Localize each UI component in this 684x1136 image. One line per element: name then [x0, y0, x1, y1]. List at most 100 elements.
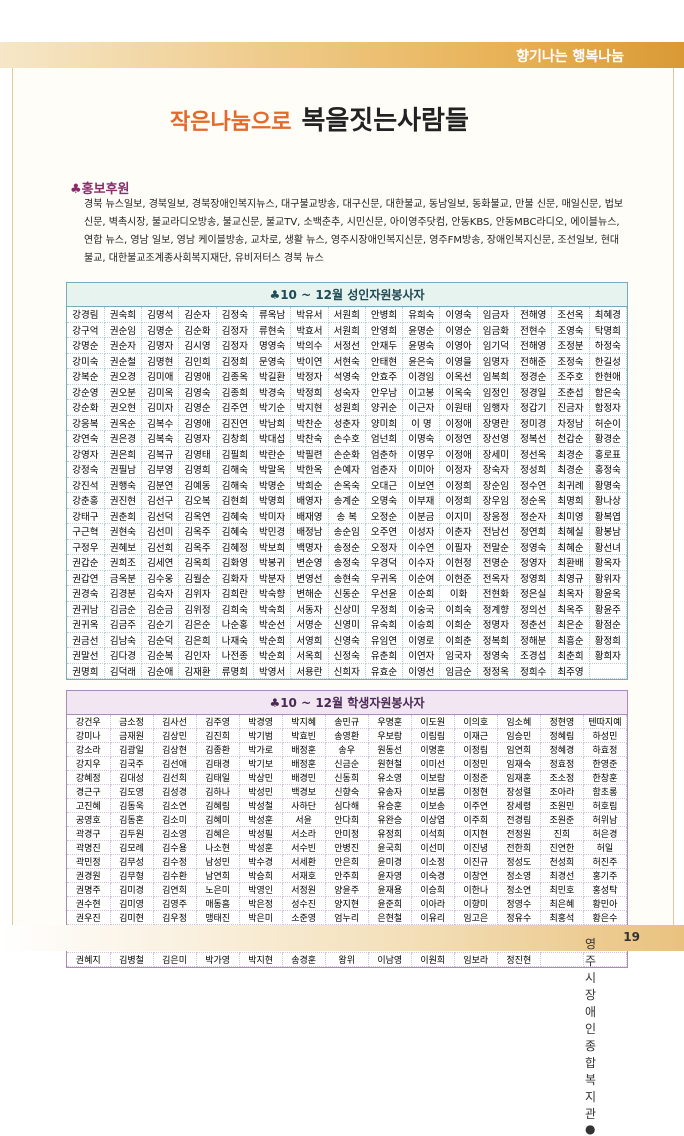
- name-cell: 함은숙: [589, 384, 628, 400]
- name-cell: 강지우: [67, 756, 111, 771]
- footer: 영주시장애인종합복지관 ● 19: [0, 925, 684, 1136]
- name-cell: 김정자: [216, 322, 254, 338]
- name-cell: 안재두: [365, 337, 404, 354]
- name-cell: 이영선: [402, 663, 441, 679]
- name-cell: 강명순: [67, 337, 105, 354]
- name-cell: 정영숙: [514, 539, 553, 555]
- name-cell: 권순철: [104, 353, 143, 369]
- name-cell: 박이연: [290, 353, 329, 369]
- name-cell: 김미자: [141, 399, 180, 416]
- name-cell: 이정희: [439, 477, 478, 493]
- name-cell: 최영규: [551, 570, 590, 586]
- name-cell: 이정희: [439, 492, 478, 509]
- name-cell: 류옥남: [253, 307, 292, 323]
- name-cell: 김복수: [141, 415, 180, 431]
- name-cell: 유소영: [368, 770, 412, 785]
- name-row: 공영호 김동혼 김소미 김혜미 박성훈 서윤 안다희 유완승 이상엽 이주희 전경림 조원준 허위남: [67, 812, 628, 827]
- name-cell: 임재훈: [497, 770, 541, 785]
- adult-table: 강경림 권숙희 김명석 김순자 김정숙 류옥남 박유서 서원희 안병희 유희숙 이영숙 임금자 전해영 조…: [67, 307, 628, 679]
- name-cell: 허순이: [589, 415, 628, 431]
- name-cell: 정성희: [514, 461, 553, 478]
- name-cell: 김위정: [178, 601, 217, 617]
- name-cell: 박수경: [239, 854, 283, 869]
- name-cell: 정갑기: [514, 399, 553, 416]
- name-cell: 정영자: [514, 554, 553, 571]
- name-cell: 안태현: [365, 353, 404, 369]
- name-cell: 신동희: [325, 770, 369, 785]
- name-row: 권수현 김미영 김영주 매동흠 박은정 성수진 양지현 윤준희 이아라 이향미 정영수 최은혜 황민아: [67, 896, 628, 911]
- name-cell: 김무성: [110, 854, 154, 869]
- name-row: 강진석 권행숙 김분연 김예동 김해숙 박명순 박희순 손옥숙 오대근 이보연 이정희 장순임 정수연 최…: [67, 477, 628, 493]
- name-cell: 전말순: [477, 539, 516, 555]
- name-cell: 양지현: [325, 896, 369, 911]
- name-cell: 김은순: [178, 616, 217, 633]
- name-cell: 곽명진: [67, 840, 111, 855]
- name-cell: 하성민: [583, 728, 628, 743]
- name-cell: 김순덕: [141, 632, 180, 648]
- name-cell: 박성민: [239, 784, 283, 799]
- name-cell: 나순홍: [216, 616, 254, 633]
- name-cell: 이희춘: [439, 632, 478, 648]
- name-cell: 남성민: [196, 854, 240, 869]
- name-cell: 명영숙: [253, 337, 292, 354]
- name-cell: 강복순: [67, 368, 105, 385]
- name-cell: 김경분: [104, 585, 143, 602]
- name-cell: 엄누리: [325, 910, 369, 925]
- name-row: 강춘홍 권진현 김선구 김오복 김현희 박명희 배영자 송계순 오명숙 이부재 이정희 장우임 정순옥 최…: [67, 492, 628, 509]
- name-cell: 이성자: [402, 523, 441, 540]
- name-cell: 최환배: [551, 554, 590, 571]
- name-cell: 김선덕: [141, 508, 180, 524]
- name-cell: 양윤주: [325, 882, 369, 897]
- name-cell: 서동자: [290, 601, 329, 617]
- name-cell: 남연희: [196, 868, 240, 883]
- name-cell: 함초롱: [583, 784, 628, 799]
- name-cell: 양귀순: [365, 399, 404, 416]
- name-cell: 조정숙: [551, 353, 590, 369]
- name-cell: 박영인: [239, 882, 283, 897]
- name-cell: 정미경: [514, 415, 553, 431]
- name-cell: 정계향: [477, 601, 516, 617]
- name-row: 고진혜 김동욱 김소연 김혜림 박성철 사하단 심다해 유승훈 이보송 이주연 장세령 조원민 허호림: [67, 798, 628, 813]
- name-cell: 김수용: [153, 840, 197, 855]
- name-cell: 강순영: [67, 384, 105, 400]
- name-cell: 배정훈: [282, 742, 326, 757]
- name-cell: 윤명순: [402, 322, 441, 338]
- name-cell: 이옥선: [439, 368, 478, 385]
- name-cell: 김선애: [153, 756, 197, 771]
- name-cell: 김정희: [216, 353, 254, 369]
- name-row: 강태구 권춘희 김선덕 김옥연 김혜숙 박미자 배재영 송 복 오정순 이분금 이지미 장응정 정순자 최…: [67, 508, 628, 524]
- name-cell: 김혜은: [196, 826, 240, 841]
- name-cell: 하정숙: [589, 337, 628, 354]
- name-cell: 박남희: [253, 415, 292, 431]
- name-cell: 오대근: [365, 477, 404, 493]
- name-cell: 박상민: [239, 770, 283, 785]
- name-cell: 김시영: [178, 337, 217, 354]
- name-cell: 박성철: [239, 798, 283, 813]
- name-cell: 박명순: [253, 477, 292, 493]
- name-cell: 서명순: [290, 616, 329, 633]
- name-cell: 이영로: [402, 632, 441, 648]
- name-cell: 엄춘자: [365, 461, 404, 478]
- name-cell: 이정현: [454, 784, 498, 799]
- name-cell: 정명자: [477, 616, 516, 633]
- name-cell: 김옥주: [178, 523, 217, 540]
- name-cell: 조원준: [540, 812, 584, 827]
- name-cell: 홍로표: [589, 446, 628, 462]
- name-cell: 강태구: [67, 508, 105, 524]
- name-cell: 최명희: [551, 492, 590, 509]
- name-cell: 김수정: [153, 854, 197, 869]
- name-cell: 전남선: [477, 523, 516, 540]
- name-row: 강명순 권순자 김명자 김시영 김정자 명영숙 박의수 서정선 안재두 윤명숙 이영아 임기덕 전해영 조…: [67, 337, 628, 354]
- name-cell: 김현희: [216, 492, 254, 509]
- name-cell: 전경림: [497, 812, 541, 827]
- name-cell: 은현철: [368, 910, 412, 925]
- name-cell: 전현화: [477, 585, 516, 602]
- name-cell: 강미나: [67, 728, 111, 743]
- name-cell: 박기범: [239, 728, 283, 743]
- name-cell: 김영주: [153, 896, 197, 911]
- name-cell: 임행자: [477, 399, 516, 416]
- name-cell: 이정애: [439, 446, 478, 462]
- name-cell: 이정림: [454, 742, 498, 757]
- name-cell: 조춘섭: [551, 384, 590, 400]
- name-cell: 송경훈: [282, 952, 326, 967]
